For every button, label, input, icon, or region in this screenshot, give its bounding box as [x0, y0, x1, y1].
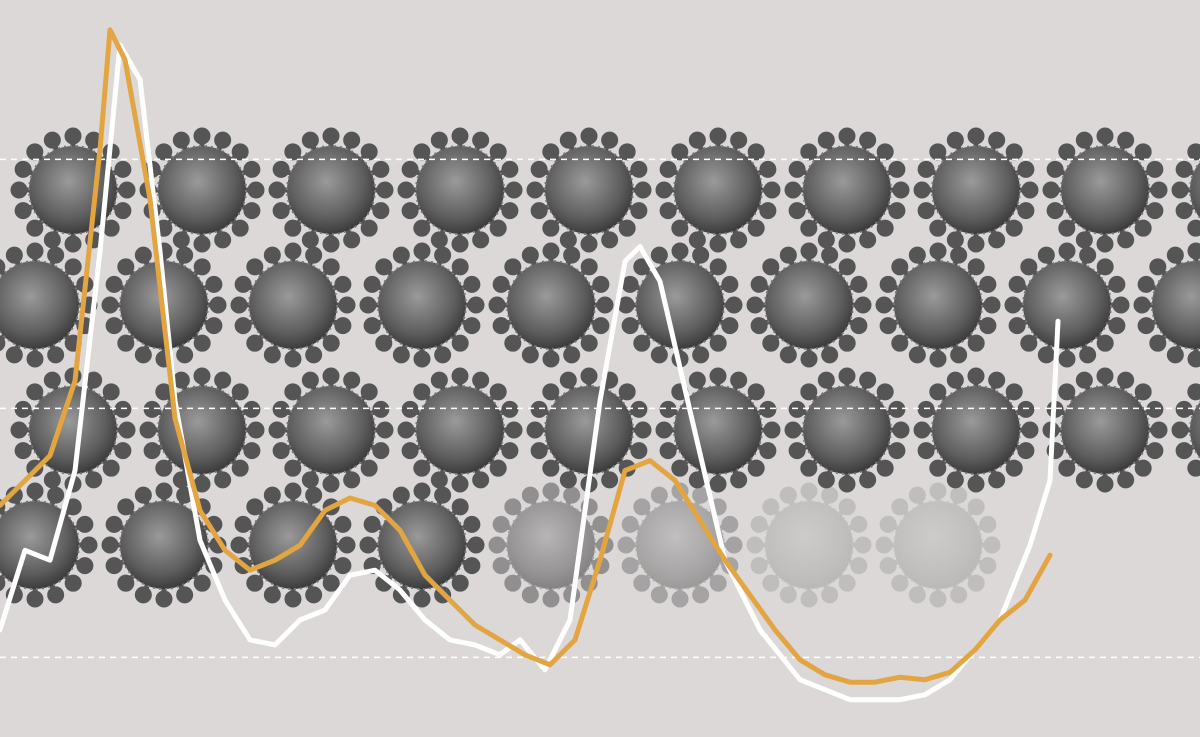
virus-image	[916, 370, 1036, 490]
virus-image	[529, 130, 649, 250]
virus-image	[749, 485, 869, 605]
lines	[0, 27, 1061, 703]
data-line	[0, 42, 1061, 703]
virus-image	[13, 130, 133, 250]
virus-image	[787, 130, 907, 250]
virus-image	[1045, 130, 1165, 250]
virus-image	[749, 245, 869, 365]
virus-image	[1045, 370, 1165, 490]
data-line	[0, 27, 1053, 685]
virus-image	[142, 370, 262, 490]
virus-image	[271, 130, 391, 250]
virus-image	[491, 245, 611, 365]
virus-image	[787, 370, 907, 490]
virus-image	[620, 245, 740, 365]
virus-image	[400, 370, 520, 490]
virus-image	[400, 130, 520, 250]
virus-image	[658, 370, 778, 490]
virus-image	[916, 130, 1036, 250]
virus-image	[878, 245, 998, 365]
virus-image	[233, 245, 353, 365]
virus-image	[271, 370, 391, 490]
virus-image	[362, 245, 482, 365]
virus-image	[1007, 245, 1127, 365]
virus-image	[658, 130, 778, 250]
virus-image	[362, 485, 482, 605]
virus-image	[878, 485, 998, 605]
virus-image	[104, 485, 224, 605]
